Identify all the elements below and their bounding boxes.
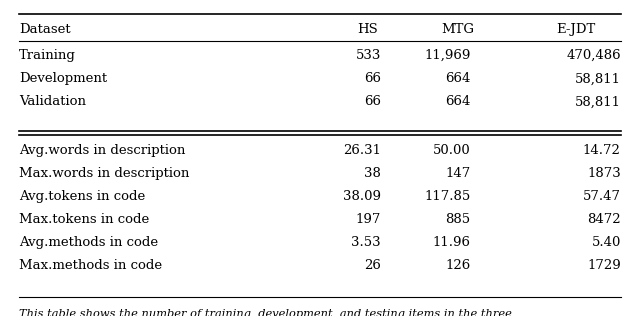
Text: MTG: MTG [441, 23, 474, 36]
Text: 664: 664 [445, 95, 470, 108]
Text: 117.85: 117.85 [424, 190, 470, 203]
Text: 50.00: 50.00 [433, 144, 470, 157]
Text: Avg.tokens in code: Avg.tokens in code [19, 190, 145, 203]
Text: 147: 147 [445, 167, 470, 180]
Text: 8472: 8472 [587, 213, 621, 226]
Text: 57.47: 57.47 [583, 190, 621, 203]
Text: 3.53: 3.53 [351, 236, 381, 249]
Text: E-JDT: E-JDT [556, 23, 596, 36]
Text: 66: 66 [364, 72, 381, 85]
Text: Development: Development [19, 72, 108, 85]
Text: 470,486: 470,486 [566, 49, 621, 62]
Text: 58,811: 58,811 [575, 72, 621, 85]
Text: 66: 66 [364, 95, 381, 108]
Text: 38: 38 [364, 167, 381, 180]
Text: 197: 197 [355, 213, 381, 226]
Text: 1729: 1729 [587, 259, 621, 272]
Text: 38.09: 38.09 [343, 190, 381, 203]
Text: 885: 885 [445, 213, 470, 226]
Text: 664: 664 [445, 72, 470, 85]
Text: Max.words in description: Max.words in description [19, 167, 189, 180]
Text: 11,969: 11,969 [424, 49, 470, 62]
Text: 5.40: 5.40 [591, 236, 621, 249]
Text: 1873: 1873 [587, 167, 621, 180]
Text: 14.72: 14.72 [583, 144, 621, 157]
Text: 26: 26 [364, 259, 381, 272]
Text: 533: 533 [355, 49, 381, 62]
Text: 11.96: 11.96 [433, 236, 470, 249]
Text: This table shows the number of training, development, and testing items in the t: This table shows the number of training,… [19, 309, 512, 316]
Text: Max.methods in code: Max.methods in code [19, 259, 163, 272]
Text: Avg.methods in code: Avg.methods in code [19, 236, 158, 249]
Text: 126: 126 [445, 259, 470, 272]
Text: HS: HS [358, 23, 378, 36]
Text: Dataset: Dataset [19, 23, 71, 36]
Text: Validation: Validation [19, 95, 86, 108]
Text: Training: Training [19, 49, 76, 62]
Text: 26.31: 26.31 [343, 144, 381, 157]
Text: 58,811: 58,811 [575, 95, 621, 108]
Text: Avg.words in description: Avg.words in description [19, 144, 186, 157]
Text: Max.tokens in code: Max.tokens in code [19, 213, 150, 226]
